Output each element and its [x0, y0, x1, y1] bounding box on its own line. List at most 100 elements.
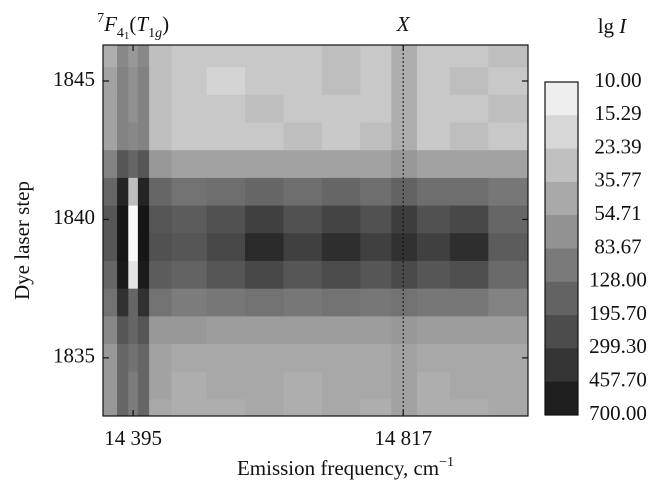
colorbar-label: 700.00	[589, 401, 647, 425]
field-cell	[103, 67, 118, 96]
field-cell	[171, 122, 208, 151]
field-cell	[391, 344, 418, 373]
field-cell	[103, 122, 118, 151]
field-cell	[149, 371, 172, 400]
y-tick-label: 1840	[53, 205, 95, 229]
field-cell	[488, 45, 529, 68]
colorbar-frame	[544, 81, 579, 416]
field-cell	[283, 67, 323, 96]
field-cell	[128, 94, 139, 124]
field-cell	[416, 344, 451, 373]
field-cell	[137, 94, 150, 124]
y-tick-label: 1835	[53, 344, 95, 368]
field-cell	[117, 177, 129, 207]
field-cell	[449, 399, 489, 417]
field-cell	[117, 45, 129, 68]
field-cell	[488, 288, 529, 317]
field-cell	[103, 371, 118, 400]
field-cell	[488, 94, 529, 124]
field-cell	[321, 177, 361, 207]
field-cell	[128, 288, 139, 317]
field-cell	[488, 371, 529, 400]
field-cell	[360, 205, 392, 234]
colorbar-band	[545, 181, 578, 216]
field-cell	[206, 205, 246, 234]
rich-label: 7F41(T1g)	[97, 11, 169, 42]
field-cell	[206, 122, 246, 151]
field-cell	[103, 260, 118, 290]
field-cell	[416, 150, 451, 179]
field-cell	[360, 177, 392, 207]
field-cell	[137, 150, 150, 179]
field-cell	[283, 45, 323, 68]
field-cell	[103, 288, 118, 317]
field-cell	[171, 177, 208, 207]
field-cell	[128, 233, 139, 262]
field-cell	[137, 67, 150, 96]
field-cell	[449, 233, 489, 262]
field-cell	[360, 371, 392, 400]
field-cell	[391, 205, 418, 234]
field-cell	[206, 177, 246, 207]
field-cell	[149, 260, 172, 290]
field-cell	[391, 67, 418, 96]
field-cell	[321, 205, 361, 234]
field-cell	[149, 122, 172, 151]
field-cell	[103, 45, 118, 68]
field-cell	[488, 205, 529, 234]
field-cell	[283, 288, 323, 317]
field-cell	[245, 233, 284, 262]
field-cell	[321, 94, 361, 124]
field-cell	[283, 371, 323, 400]
field-cell	[321, 288, 361, 317]
field-cell	[283, 205, 323, 234]
field-cell	[283, 316, 323, 345]
field-cell	[360, 45, 392, 68]
field-cell	[117, 288, 129, 317]
field-cell	[321, 45, 361, 68]
field-cell	[128, 371, 139, 400]
field-cell	[449, 344, 489, 373]
field-cell	[103, 344, 118, 373]
field-cell	[149, 233, 172, 262]
field-cell	[137, 288, 150, 317]
field-cell	[245, 45, 284, 68]
field-cell	[321, 344, 361, 373]
field-cell	[488, 67, 529, 96]
field-cell	[449, 205, 489, 234]
field-cell	[149, 205, 172, 234]
field-cell	[171, 316, 208, 345]
field-cell	[449, 371, 489, 400]
field-cell	[391, 399, 418, 417]
field-cell	[171, 288, 208, 317]
field-cell	[360, 316, 392, 345]
field-cell	[117, 260, 129, 290]
field-cell	[245, 344, 284, 373]
label-part: 1	[148, 26, 155, 41]
field-cell	[416, 288, 451, 317]
field-cell	[137, 122, 150, 151]
rich-label: lg I	[598, 14, 628, 38]
field-cell	[245, 399, 284, 417]
field-cell	[117, 316, 129, 345]
field-cell	[449, 316, 489, 345]
label-part: −1	[439, 455, 454, 470]
field-cell	[283, 260, 323, 290]
field-cell	[283, 150, 323, 179]
field-cell	[171, 94, 208, 124]
label-part: 7	[97, 11, 104, 26]
field-cell	[103, 150, 118, 179]
field-cell	[245, 67, 284, 96]
colorbar-label: 54.71	[594, 201, 641, 225]
field-cell	[449, 177, 489, 207]
field-cell	[416, 177, 451, 207]
field-cell	[360, 344, 392, 373]
field-cell	[137, 399, 150, 417]
field-cell	[171, 150, 208, 179]
field-cell	[449, 45, 489, 68]
field-cell	[117, 205, 129, 234]
field-cell	[360, 150, 392, 179]
field-cell	[245, 122, 284, 151]
y-axis-label: Dye laser step	[10, 181, 34, 300]
field-cell	[206, 67, 246, 96]
